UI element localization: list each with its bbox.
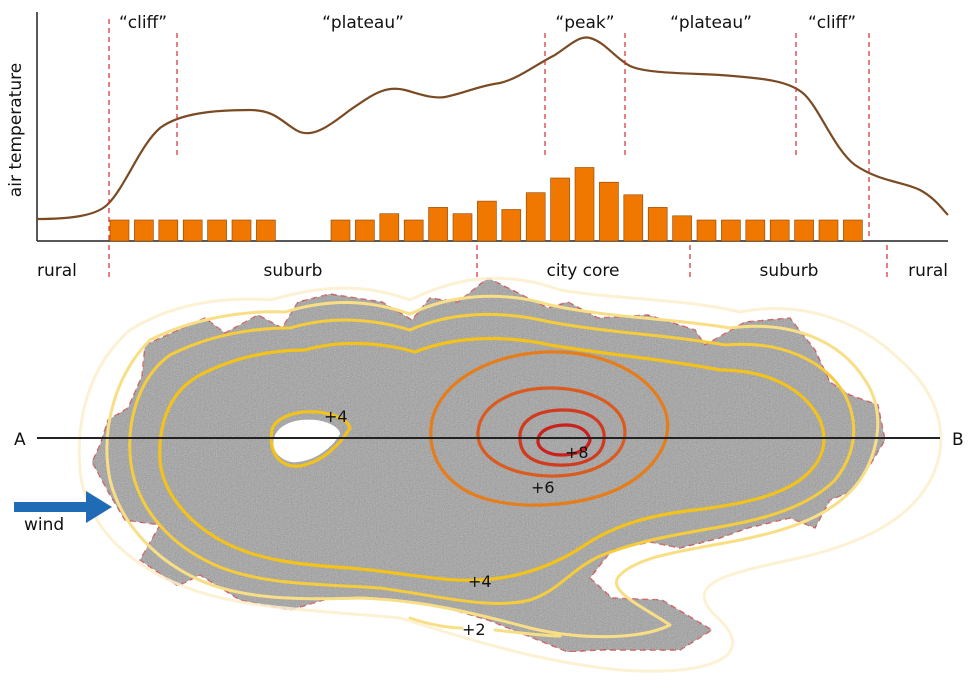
air-temperature-curve — [36, 36, 949, 221]
transect-label-b: B — [952, 430, 964, 450]
isotherm-plus-8-outer — [518, 408, 606, 467]
land-use-bar — [794, 219, 814, 242]
land-use-bar — [452, 213, 473, 242]
zone-labels: “cliff” “plateau” “peak” “plateau” “clif… — [119, 13, 856, 33]
land-use-bar — [158, 219, 179, 242]
y-axis-label: air temperature — [6, 63, 26, 197]
land-use-bar — [623, 194, 644, 242]
isotherm-label: +6 — [531, 478, 555, 497]
transect-label-a: A — [14, 430, 26, 450]
land-use-bar — [428, 207, 448, 242]
bars-group — [109, 167, 863, 242]
isotherms — [77, 276, 943, 673]
land-use-bar — [379, 213, 400, 242]
land-use-bar — [403, 219, 424, 242]
isotherm-plus-6 — [429, 350, 670, 507]
land-use-label-city-core: city core — [546, 261, 619, 281]
zone-dividers — [108, 19, 888, 278]
land-use-bar — [647, 207, 668, 242]
zone-label-plateau-left: “plateau” — [322, 13, 404, 33]
cool-pocket — [273, 419, 340, 463]
land-use-bar — [769, 219, 790, 242]
city-footprint — [91, 277, 886, 653]
land-use-bar — [599, 181, 619, 242]
isotherm-label: +4 — [468, 572, 492, 591]
isotherm-plus-2 — [105, 294, 880, 639]
land-use-bar — [109, 219, 130, 242]
isotherm-plus-3 — [128, 312, 856, 605]
land-use-bar — [721, 219, 741, 242]
isotherm-outer-2 — [77, 276, 943, 673]
land-use-bar — [574, 167, 595, 242]
land-use-bar — [182, 219, 203, 242]
temperature-profile-chart: air temperature “cliff” “plateau” “peak”… — [6, 12, 949, 281]
wind-arrow-icon — [14, 491, 112, 523]
land-use-bar — [477, 200, 497, 242]
zone-label-plateau-right: “plateau” — [670, 13, 752, 33]
land-use-labels: rural suburb city core suburb rural — [37, 261, 948, 281]
isotherm-plus-4-outer — [158, 336, 826, 582]
land-use-label-rural-right: rural — [908, 261, 948, 281]
wind-indicator: wind — [14, 491, 112, 535]
land-use-bar — [501, 209, 522, 242]
isotherm-labels: +2 +4 +4 +6 +8 — [324, 407, 589, 639]
land-use-bar — [330, 219, 351, 242]
wind-label: wind — [24, 515, 64, 535]
land-use-bar — [207, 219, 227, 242]
land-use-bar — [696, 219, 717, 242]
isotherm-plus-4-pocket — [269, 410, 352, 468]
land-use-label-suburb-right: suburb — [760, 261, 819, 281]
zone-label-peak: “peak” — [555, 13, 614, 33]
isotherm-label: +2 — [462, 620, 486, 639]
isotherm-plus-8-inner — [536, 423, 592, 457]
land-use-bar — [818, 219, 839, 242]
isotherm-label: +8 — [565, 443, 589, 462]
zone-label-cliff-left: “cliff” — [119, 13, 167, 33]
land-use-label-suburb-left: suburb — [264, 261, 323, 281]
isotherm-plus-7 — [476, 386, 627, 478]
land-use-bar — [745, 219, 766, 242]
land-use-bar — [672, 215, 692, 242]
isotherm-plus-2-tail — [408, 616, 562, 638]
urban-heat-island-map: A B +2 +4 +4 +6 +8 wind — [14, 276, 964, 673]
isotherm-label: +4 — [324, 407, 348, 426]
land-use-label-rural-left: rural — [37, 261, 77, 281]
land-use-bar — [550, 177, 570, 242]
land-use-bar — [134, 219, 154, 242]
zone-label-cliff-right: “cliff” — [808, 13, 856, 33]
land-use-bar — [525, 192, 546, 242]
land-use-bar — [256, 219, 276, 242]
land-use-bar — [355, 219, 375, 242]
land-use-bar — [843, 219, 863, 242]
land-use-bar — [231, 219, 252, 242]
